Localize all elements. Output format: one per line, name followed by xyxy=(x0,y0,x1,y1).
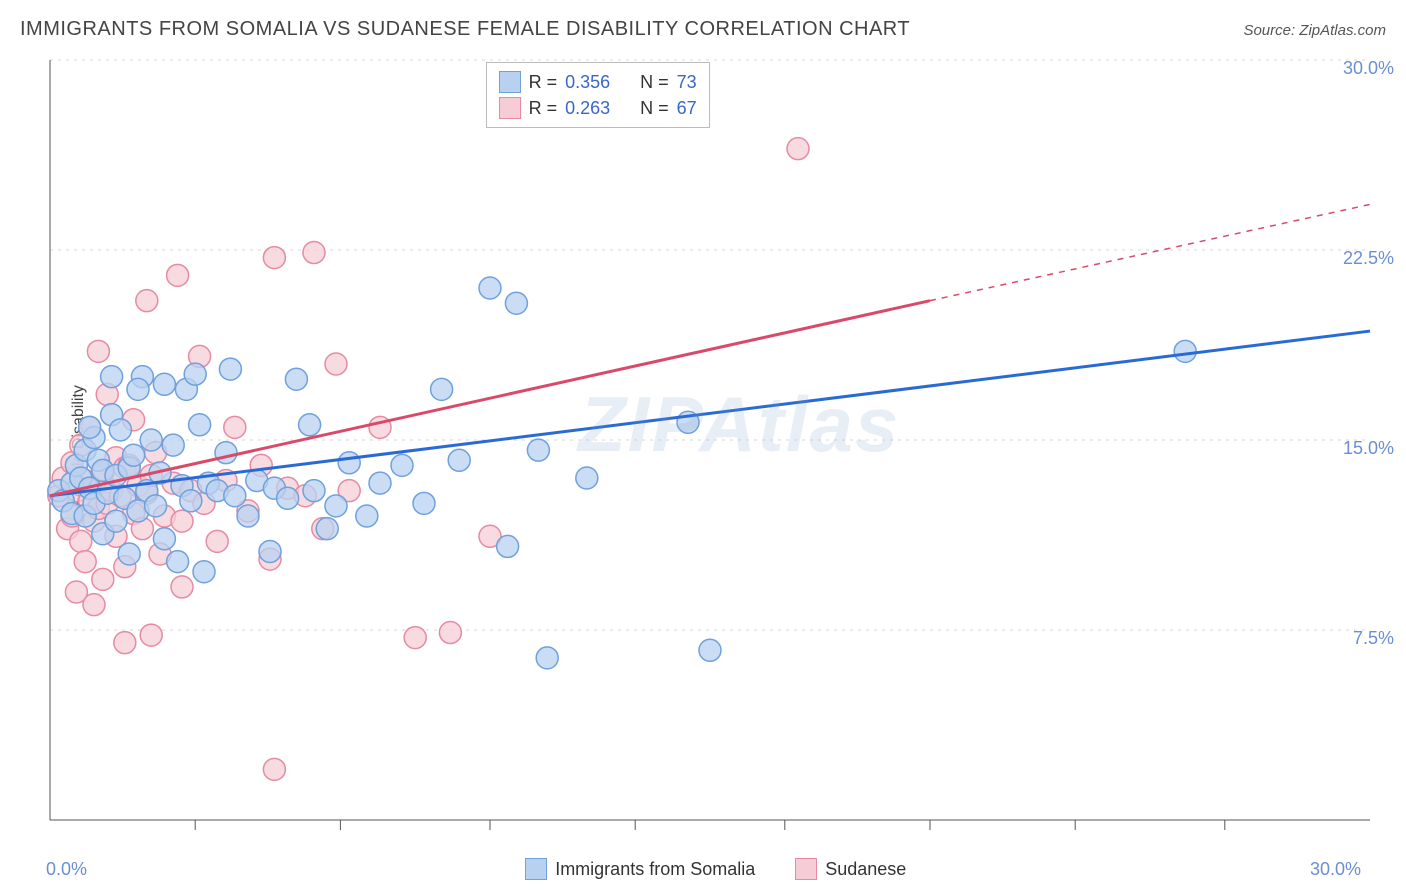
legend-n-value: 67 xyxy=(677,95,697,121)
y-tick-22-5: 22.5% xyxy=(1343,248,1394,269)
legend-row: R = 0.356 N = 73 xyxy=(499,69,697,95)
legend-swatch xyxy=(499,97,521,119)
legend-r-label: R = xyxy=(529,95,558,121)
legend-r-value: 0.263 xyxy=(565,95,610,121)
y-tick-30: 30.0% xyxy=(1343,58,1394,79)
x-tick-min: 0.0% xyxy=(46,859,87,880)
legend-n-label: N = xyxy=(640,95,669,121)
legend-item-series-b: Sudanese xyxy=(795,858,906,880)
scatter-plot xyxy=(0,0,1406,892)
legend-row: R = 0.263 N = 67 xyxy=(499,95,697,121)
legend-r-value: 0.356 xyxy=(565,69,610,95)
legend-r-label: R = xyxy=(529,69,558,95)
y-tick-15: 15.0% xyxy=(1343,438,1394,459)
series-legend: Immigrants from Somalia Sudanese xyxy=(525,858,906,880)
legend-item-series-a: Immigrants from Somalia xyxy=(525,858,755,880)
legend-n-value: 73 xyxy=(677,69,697,95)
x-tick-max: 30.0% xyxy=(1310,859,1361,880)
legend-series-name: Immigrants from Somalia xyxy=(555,859,755,880)
legend-swatch xyxy=(525,858,547,880)
legend-swatch xyxy=(795,858,817,880)
correlation-legend: R = 0.356 N = 73 R = 0.263 N = 67 xyxy=(486,62,710,128)
y-tick-7-5: 7.5% xyxy=(1353,628,1394,649)
chart-container: IMMIGRANTS FROM SOMALIA VS SUDANESE FEMA… xyxy=(0,0,1406,892)
legend-swatch xyxy=(499,71,521,93)
legend-series-name: Sudanese xyxy=(825,859,906,880)
legend-n-label: N = xyxy=(640,69,669,95)
